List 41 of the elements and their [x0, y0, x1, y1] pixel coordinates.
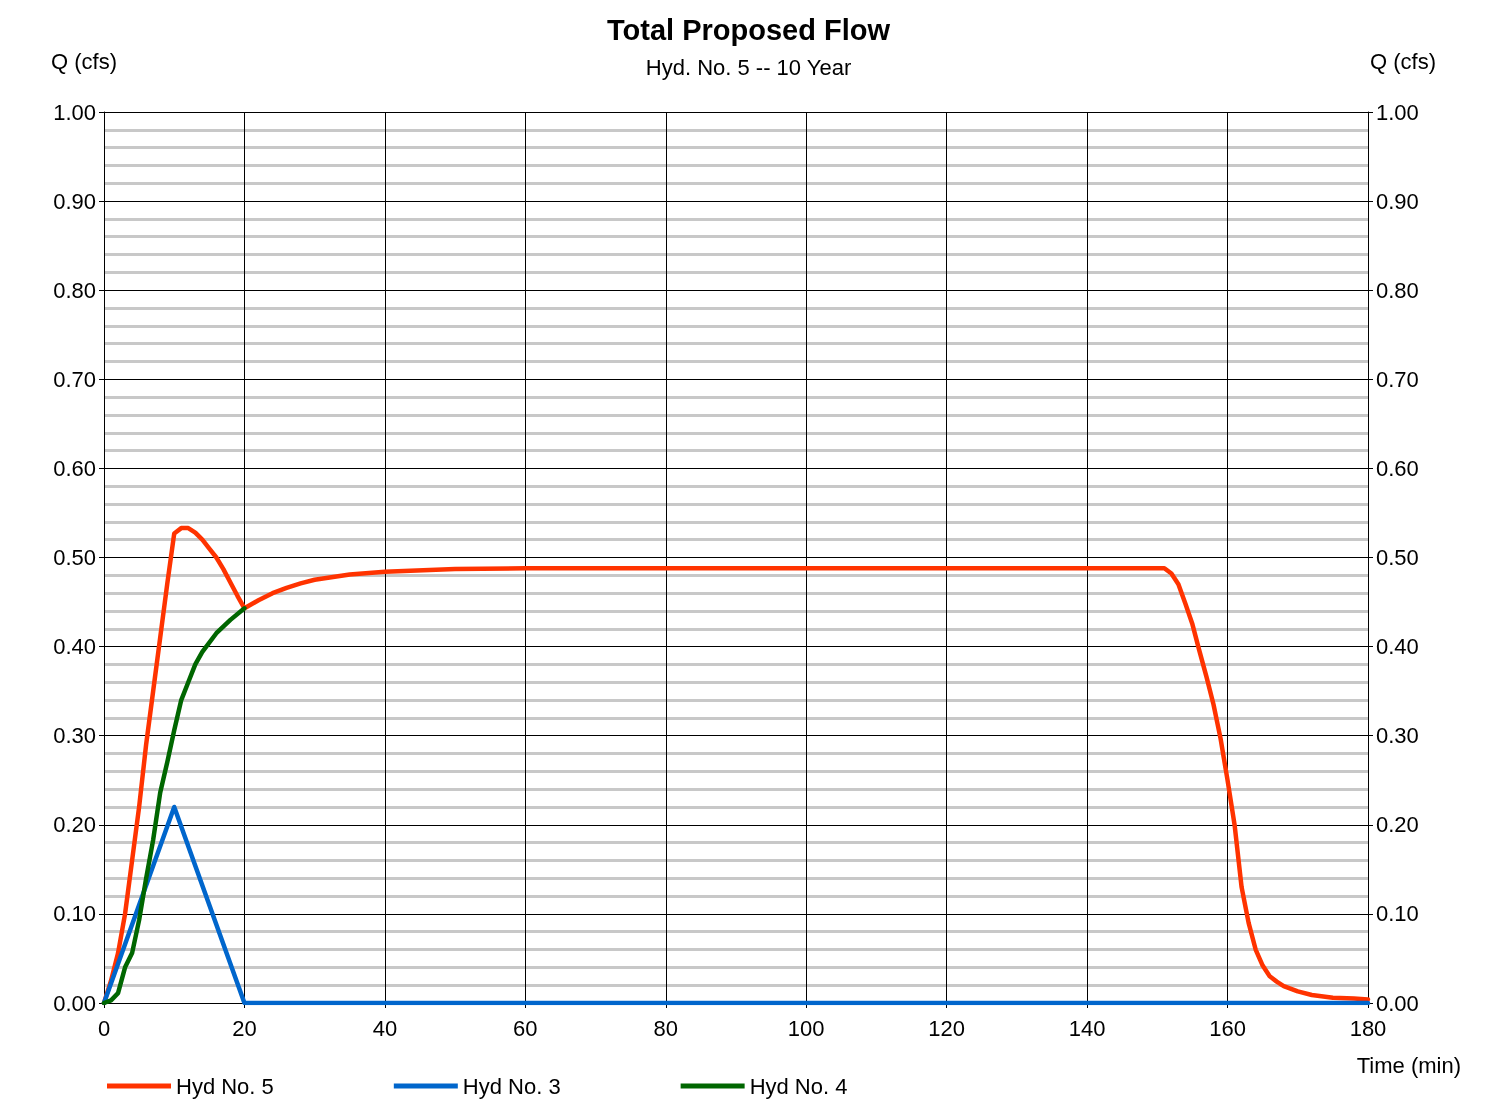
y-tick-label: 1.00 — [53, 99, 96, 125]
y2-tick-label: 0.10 — [1376, 901, 1419, 927]
y-tick-label: 0.80 — [53, 277, 96, 303]
x-tick-label: 40 — [372, 1015, 398, 1041]
x-tick-label: 120 — [928, 1015, 966, 1041]
y-tick-label: 0.20 — [53, 812, 96, 838]
y2-tick-label: 0.20 — [1376, 812, 1419, 838]
y-tick-label: 0.40 — [53, 634, 96, 660]
y-tick-label: 0.30 — [53, 723, 96, 749]
chart-subtitle: Hyd. No. 5 -- 10 Year — [645, 54, 852, 80]
y2-axis-title: Q (cfs) — [1370, 48, 1436, 74]
x-tick-label: 140 — [1068, 1015, 1106, 1041]
y2-tick-label: 0.60 — [1376, 455, 1419, 481]
y2-tick-label: 0.80 — [1376, 277, 1419, 303]
x-tick-label: 80 — [653, 1015, 679, 1041]
y2-tick-label: 0.90 — [1376, 188, 1419, 214]
y2-tick-label: 0.40 — [1376, 634, 1419, 660]
y-tick-label: 0.90 — [53, 188, 96, 214]
x-tick-label: 20 — [232, 1015, 257, 1041]
x-tick-label: 60 — [513, 1015, 538, 1041]
x-tick-label: 180 — [1349, 1015, 1387, 1041]
line-series — [101, 606, 247, 1006]
x-tick-label: 100 — [787, 1015, 825, 1041]
y-tick-label: 0.10 — [53, 901, 96, 927]
y2-tick-label: 0.70 — [1376, 366, 1419, 392]
y-axis-title: Q (cfs) — [51, 48, 117, 74]
x-axis-title: Time (min) — [1356, 1052, 1462, 1078]
y2-tick-label: 0.50 — [1376, 545, 1419, 570]
y-tick-label: 0.70 — [53, 366, 96, 392]
y-tick-label: 0.00 — [53, 990, 96, 1016]
legend-label: Hyd No. 4 — [749, 1073, 848, 1099]
y2-tick-label: 0.30 — [1376, 723, 1419, 749]
legend-label: Hyd No. 5 — [176, 1073, 274, 1099]
y-tick-label: 0.60 — [53, 455, 96, 481]
x-tick-label: 0 — [97, 1015, 111, 1041]
x-tick-label: 160 — [1209, 1015, 1246, 1041]
y2-tick-label: 0.00 — [1376, 990, 1419, 1016]
chart-title: Total Proposed Flow — [606, 13, 891, 46]
legend-label: Hyd No. 3 — [462, 1073, 561, 1099]
y2-tick-label: 1.00 — [1376, 99, 1419, 125]
y-tick-label: 0.50 — [53, 545, 96, 570]
